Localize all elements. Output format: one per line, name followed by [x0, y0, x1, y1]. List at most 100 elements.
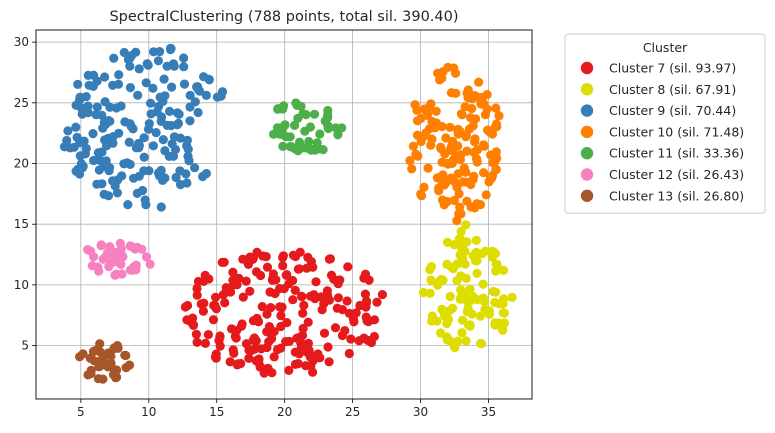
legend-label: Cluster 8 (sil. 67.91): [609, 82, 736, 97]
data-point: [309, 109, 320, 119]
legend-label: Cluster 7 (sil. 93.97): [609, 61, 736, 76]
data-point: [458, 315, 468, 325]
data-point: [111, 103, 121, 113]
data-point: [83, 108, 93, 118]
legend-label: Cluster 9 (sil. 70.44): [609, 103, 736, 118]
data-point: [296, 101, 306, 111]
data-point: [284, 279, 294, 289]
data-point: [183, 144, 193, 154]
data-point: [468, 121, 478, 131]
data-point: [457, 328, 467, 338]
data-point: [445, 122, 455, 132]
data-point: [278, 261, 288, 271]
data-point: [109, 53, 119, 63]
data-point: [316, 292, 326, 302]
data-point: [120, 117, 130, 127]
data-point: [86, 368, 96, 379]
data-point: [114, 70, 124, 80]
data-point: [133, 90, 143, 100]
data-point: [112, 372, 122, 382]
data-point: [173, 118, 183, 128]
data-point: [340, 326, 350, 336]
data-point: [310, 145, 320, 155]
data-point: [440, 311, 450, 322]
data-point: [159, 74, 169, 84]
legend-marker: [580, 125, 594, 139]
data-point: [319, 328, 330, 338]
data-point: [81, 143, 91, 154]
data-point: [92, 179, 102, 189]
data-point: [491, 266, 501, 276]
data-point: [139, 133, 149, 143]
data-point: [234, 273, 244, 283]
data-point: [317, 305, 327, 315]
data-point: [456, 271, 466, 281]
data-point: [460, 102, 470, 112]
data-point: [322, 286, 332, 296]
data-point: [445, 291, 455, 302]
data-point: [81, 92, 91, 102]
legend-marker: [580, 104, 594, 117]
data-point: [460, 246, 470, 257]
data-point: [479, 99, 489, 109]
data-point: [277, 303, 287, 313]
data-point: [436, 142, 446, 152]
y-tick-label: 10: [14, 278, 29, 292]
data-point: [216, 91, 226, 101]
data-point: [211, 292, 221, 302]
chart-title: SpectralClustering (788 points, total si…: [109, 9, 458, 25]
data-point: [220, 298, 230, 308]
data-point: [457, 110, 467, 120]
data-point: [467, 93, 477, 104]
data-point: [471, 256, 481, 266]
data-point: [148, 83, 158, 93]
data-point: [439, 180, 449, 190]
data-point: [324, 295, 334, 305]
data-point: [448, 136, 458, 146]
data-point: [290, 120, 300, 130]
data-point: [123, 200, 133, 210]
plot-area-frame: [35, 29, 533, 400]
data-point: [103, 348, 113, 358]
data-point: [427, 316, 437, 326]
data-point: [323, 123, 333, 134]
data-point: [471, 235, 481, 245]
data-point: [149, 47, 159, 57]
data-point: [158, 135, 168, 145]
data-point: [346, 334, 356, 344]
data-point: [491, 147, 501, 157]
data-point: [360, 269, 371, 279]
data-point: [167, 82, 177, 92]
legend-marker: [580, 83, 594, 96]
x-tick-label: 30: [413, 405, 428, 419]
data-point: [299, 300, 309, 310]
data-point: [102, 116, 113, 126]
data-point: [179, 62, 189, 72]
data-point: [315, 129, 325, 139]
data-point: [85, 353, 95, 363]
data-point: [273, 104, 283, 114]
data-point: [199, 298, 209, 308]
data-point: [453, 169, 463, 179]
y-tick-label: 5: [21, 339, 29, 353]
data-point: [431, 106, 441, 116]
data-point: [251, 343, 262, 353]
data-point: [83, 245, 93, 255]
data-point: [91, 110, 101, 120]
data-point: [278, 141, 288, 151]
data-point: [498, 265, 509, 275]
data-point: [361, 296, 372, 306]
data-point: [425, 264, 435, 275]
data-point: [83, 70, 93, 80]
data-point: [99, 189, 109, 199]
data-point: [179, 79, 190, 89]
data-point: [116, 244, 126, 254]
data-point: [100, 72, 110, 82]
data-point: [456, 240, 466, 250]
data-point: [78, 161, 88, 171]
data-point: [452, 182, 462, 192]
data-point: [446, 88, 456, 98]
data-point: [344, 348, 354, 359]
data-point: [507, 292, 517, 302]
